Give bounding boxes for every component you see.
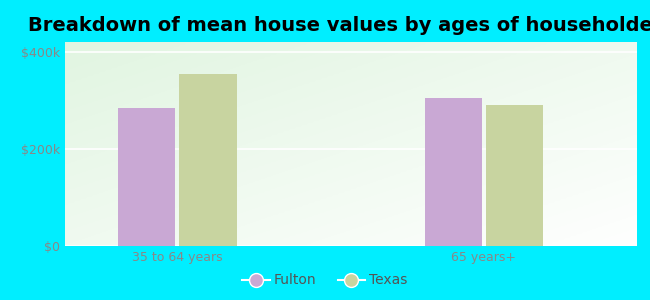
Bar (118, 108, 176, 246)
Bar (486, 105, 543, 246)
Title: Breakdown of mean house values by ages of householders: Breakdown of mean house values by ages o… (28, 16, 650, 35)
Bar (424, 98, 482, 246)
Bar (179, 74, 237, 246)
Legend: Fulton, Texas: Fulton, Texas (237, 268, 413, 293)
